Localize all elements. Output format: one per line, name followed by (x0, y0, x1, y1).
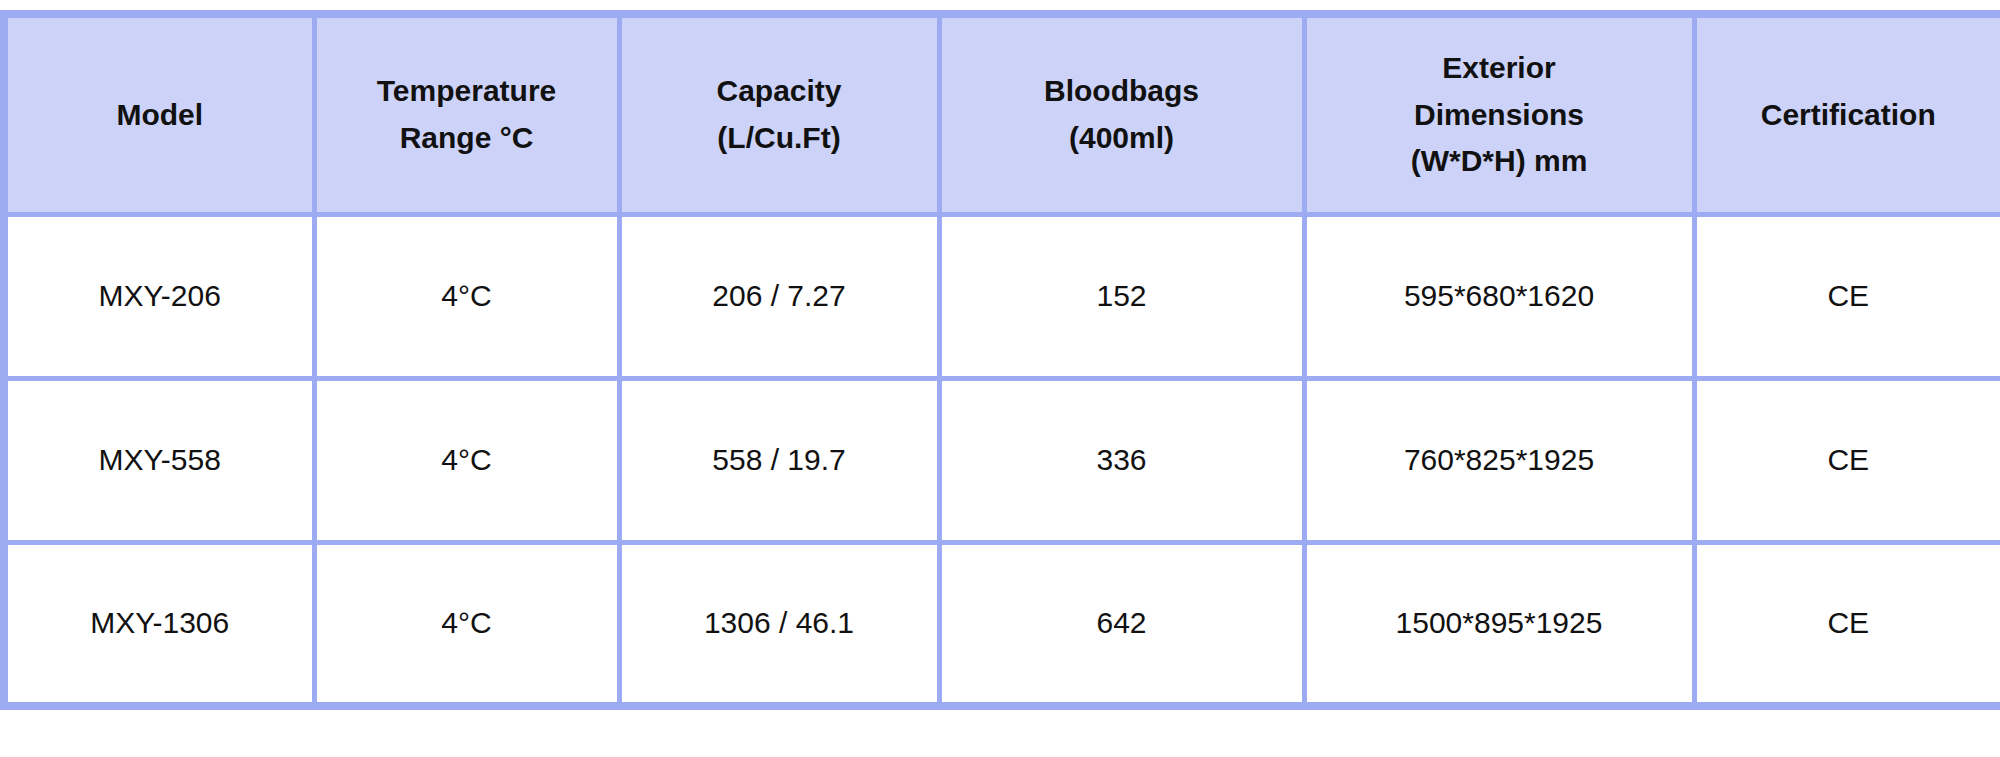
table-row-mxy-1306: MXY-1306 4°C 1306 / 46.1 642 1500*895*19… (4, 542, 2000, 706)
header-cell-model: Model (4, 14, 314, 214)
cell-capacity: 1306 / 46.1 (619, 542, 939, 706)
cell-model: MXY-558 (4, 378, 314, 542)
table-row-mxy-558: MXY-558 4°C 558 / 19.7 336 760*825*1925 … (4, 378, 2000, 542)
header-cell-capacity: Capacity(L/Cu.Ft) (619, 14, 939, 214)
cell-exterior-dimensions: 760*825*1925 (1304, 378, 1694, 542)
cell-temperature-range: 4°C (314, 214, 619, 378)
cell-certification: CE (1694, 378, 2000, 542)
product-spec-table: Model TemperatureRange °C Capacity(L/Cu.… (0, 10, 2000, 710)
cell-model: MXY-206 (4, 214, 314, 378)
header-cell-temperature-range: TemperatureRange °C (314, 14, 619, 214)
cell-exterior-dimensions: 595*680*1620 (1304, 214, 1694, 378)
header-cell-exterior-dimensions: ExteriorDimensions(W*D*H) mm (1304, 14, 1694, 214)
table-row-mxy-206: MXY-206 4°C 206 / 7.27 152 595*680*1620 … (4, 214, 2000, 378)
cell-capacity: 558 / 19.7 (619, 378, 939, 542)
header-cell-bloodbags: Bloodbags(400ml) (939, 14, 1304, 214)
cell-bloodbags: 336 (939, 378, 1304, 542)
header-row: Model TemperatureRange °C Capacity(L/Cu.… (4, 14, 2000, 214)
cell-capacity: 206 / 7.27 (619, 214, 939, 378)
table-header: Model TemperatureRange °C Capacity(L/Cu.… (4, 14, 2000, 214)
cell-exterior-dimensions: 1500*895*1925 (1304, 542, 1694, 706)
cell-temperature-range: 4°C (314, 378, 619, 542)
header-cell-certification: Certification (1694, 14, 2000, 214)
cell-certification: CE (1694, 214, 2000, 378)
cell-certification: CE (1694, 542, 2000, 706)
table-body: MXY-206 4°C 206 / 7.27 152 595*680*1620 … (4, 214, 2000, 706)
cell-bloodbags: 642 (939, 542, 1304, 706)
cell-model: MXY-1306 (4, 542, 314, 706)
cell-temperature-range: 4°C (314, 542, 619, 706)
cell-bloodbags: 152 (939, 214, 1304, 378)
